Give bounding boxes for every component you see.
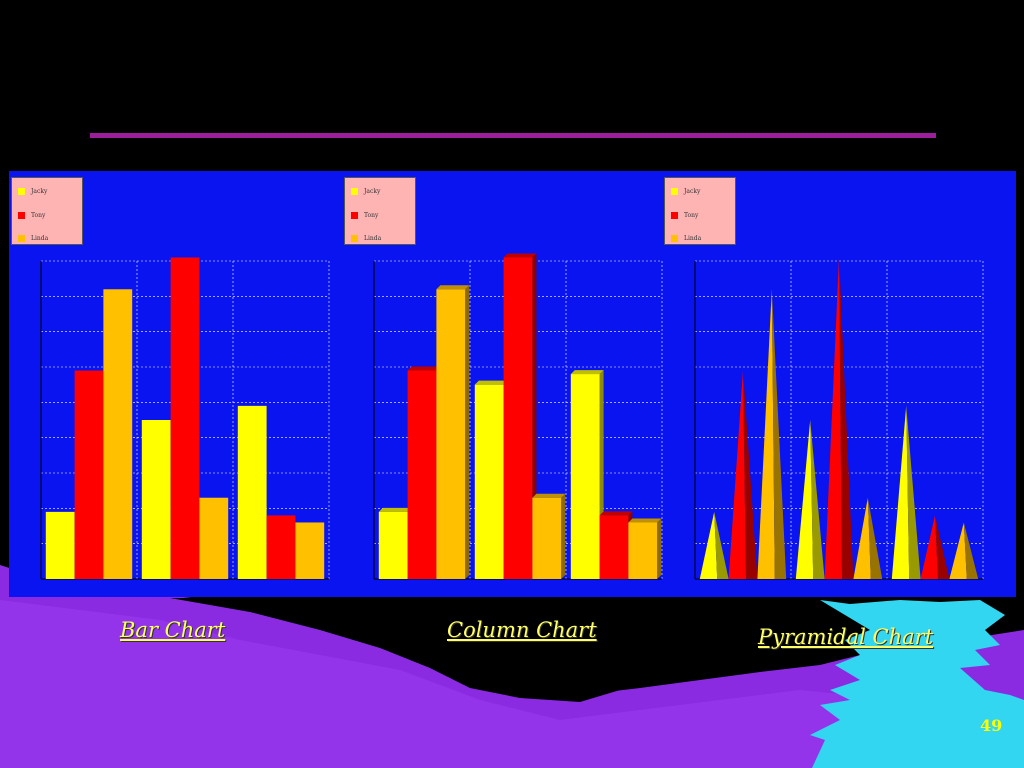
black-hill-silhouette	[170, 598, 760, 702]
column-linda	[532, 497, 562, 579]
legend-label: Jacky	[684, 187, 701, 195]
cyan-pagoda	[810, 600, 1024, 768]
legend-label: Tony	[364, 211, 379, 219]
pyramid-jacky	[795, 420, 814, 579]
pyramidal-chart-legend: Jacky Tony Linda	[664, 177, 736, 245]
bar-jacky	[237, 405, 267, 579]
legend-item: Linda	[671, 233, 701, 243]
legend-label: Tony	[31, 211, 46, 219]
pyramid-shade-tony	[935, 515, 950, 579]
legend-item: Jacky	[18, 186, 47, 196]
column-jacky	[378, 511, 408, 579]
legend-label: Linda	[364, 234, 382, 242]
bar-linda	[295, 522, 325, 579]
column-tony	[407, 370, 437, 579]
pyramid-linda	[853, 497, 871, 579]
pyramid-linda	[949, 522, 967, 579]
pyramid-shade-tony	[743, 370, 758, 579]
legend-item: Jacky	[671, 186, 700, 196]
pyramidal-chart-caption[interactable]: Pyramidal Chart	[758, 625, 934, 649]
bar-linda	[103, 289, 133, 579]
legend-swatch-linda	[351, 234, 358, 242]
pyramid-jacky	[699, 511, 718, 579]
legend-item: Tony	[671, 210, 698, 220]
column-chart-caption[interactable]: Column Chart	[447, 618, 597, 642]
pyramid-tony	[920, 515, 938, 579]
pyramid-jacky	[891, 405, 910, 579]
legend-label: Jacky	[31, 187, 48, 195]
bar-jacky	[141, 420, 171, 579]
legend-item: Linda	[351, 233, 381, 243]
legend-swatch-linda	[671, 234, 678, 242]
legend-item: Jacky	[351, 186, 380, 196]
column-top-tony	[599, 511, 633, 516]
bar-chart-caption[interactable]: Bar Chart	[120, 618, 226, 642]
column-top-linda	[532, 493, 566, 498]
column-chart	[373, 253, 663, 580]
pyramid-tony	[824, 257, 842, 579]
column-jacky	[570, 374, 600, 579]
legend-swatch-jacky	[351, 187, 358, 195]
column-tony	[599, 515, 629, 579]
column-top-tony	[407, 366, 441, 371]
legend-label: Tony	[684, 211, 699, 219]
column-tony	[503, 257, 533, 579]
bar-chart	[40, 257, 330, 580]
legend-item: Tony	[351, 210, 378, 220]
bar-tony	[170, 257, 200, 579]
legend-label: Jacky	[364, 187, 381, 195]
column-linda	[628, 522, 658, 579]
column-top-jacky	[378, 507, 412, 512]
pyramid-shade-tony	[839, 257, 854, 579]
legend-label: Linda	[684, 234, 702, 242]
legend-item: Linda	[18, 233, 48, 243]
legend-swatch-linda	[18, 234, 25, 242]
bar-linda	[199, 497, 229, 579]
column-top-jacky	[474, 380, 508, 385]
bar-chart-legend: Jacky Tony Linda	[11, 177, 83, 245]
legend-item: Tony	[18, 210, 45, 220]
pyramidal-chart	[694, 257, 984, 580]
bar-tony	[266, 515, 296, 579]
column-top-tony	[503, 253, 537, 258]
legend-swatch-tony	[18, 211, 25, 219]
column-jacky	[474, 384, 504, 579]
legend-label: Linda	[31, 234, 49, 242]
legend-swatch-tony	[351, 211, 358, 219]
bar-jacky	[45, 511, 75, 579]
column-top-linda	[436, 285, 470, 290]
pyramid-linda	[757, 289, 775, 579]
column-side-linda	[657, 518, 662, 579]
charts-panel: Jacky Tony Linda Jacky Tony Linda Jacky …	[9, 171, 1016, 597]
column-side-linda	[465, 285, 470, 579]
purple-hills-highlight	[0, 600, 1024, 768]
legend-swatch-jacky	[18, 187, 25, 195]
column-top-jacky	[570, 370, 604, 375]
page-number: 49	[980, 716, 1003, 735]
bar-tony	[74, 370, 104, 579]
column-chart-legend: Jacky Tony Linda	[344, 177, 416, 245]
column-side-linda	[561, 493, 566, 579]
legend-swatch-tony	[671, 211, 678, 219]
pyramid-tony	[728, 370, 746, 579]
title-rule	[90, 133, 936, 138]
column-top-linda	[628, 518, 662, 523]
legend-swatch-jacky	[671, 187, 678, 195]
column-linda	[436, 289, 466, 579]
